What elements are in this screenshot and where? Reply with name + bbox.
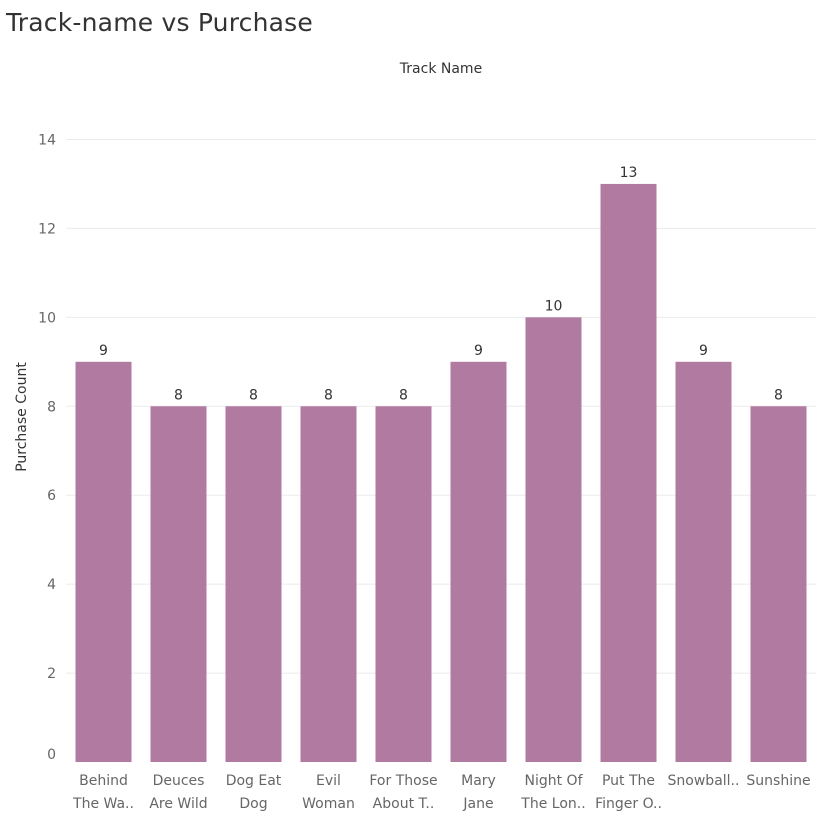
y-tick-label: 2 — [47, 666, 56, 682]
labels: 0 2 4 6 8 10 12 14 9 Behind The Wa.. 8 Deuces Are Wil… — [38, 132, 810, 812]
bars — [75, 183, 807, 762]
x-tick-label: Night Of — [524, 773, 583, 789]
y-tick-label: 6 — [47, 488, 56, 504]
data-label: 9 — [699, 343, 708, 359]
x-tick-label: Jane — [462, 796, 493, 812]
x-tick-label: Put The — [602, 773, 655, 789]
x-tick-label: Are Wild — [149, 796, 207, 812]
bar[interactable] — [375, 406, 432, 762]
x-tick-label: Snowball.. — [668, 773, 740, 789]
x-tick-label: About T.. — [373, 796, 435, 812]
data-label: 8 — [249, 387, 258, 403]
data-label: 8 — [174, 387, 183, 403]
x-tick-label: The Lon.. — [520, 796, 585, 812]
x-tick-label: Evil — [316, 773, 341, 789]
bar[interactable] — [225, 406, 282, 762]
y-tick-label: 10 — [38, 310, 56, 326]
data-label: 10 — [545, 298, 563, 314]
data-label: 8 — [399, 387, 408, 403]
data-label: 9 — [99, 343, 108, 359]
y-tick-label: 8 — [47, 399, 56, 415]
x-tick-label: Dog Eat — [226, 773, 282, 789]
data-label: 13 — [620, 165, 638, 181]
bar[interactable] — [675, 361, 732, 762]
bar[interactable] — [450, 361, 507, 762]
x-tick-label: The Wa.. — [72, 796, 134, 812]
x-axis-title: Track Name — [399, 61, 482, 77]
data-label: 9 — [474, 343, 483, 359]
bar[interactable] — [750, 406, 807, 762]
data-label: 8 — [774, 387, 783, 403]
bar[interactable] — [150, 406, 207, 762]
y-tick-label: 14 — [38, 132, 56, 148]
x-tick-label: Behind — [79, 773, 128, 789]
x-tick-label: Mary — [461, 773, 496, 789]
y-tick-label: 12 — [38, 221, 56, 237]
bar[interactable] — [75, 361, 132, 762]
y-axis-title: Purchase Count — [14, 362, 30, 472]
x-tick-label: Sunshine — [746, 773, 810, 789]
x-tick-label: Woman — [302, 796, 355, 812]
data-label: 8 — [324, 387, 333, 403]
y-tick-label: 0 — [47, 747, 56, 763]
y-tick-label: 4 — [47, 577, 56, 593]
x-tick-label: Dog — [239, 796, 267, 812]
chart-title: Track-name vs Purchase — [6, 8, 313, 37]
bar[interactable] — [525, 317, 582, 762]
x-tick-label: For Those — [369, 773, 437, 789]
x-tick-label: Finger O.. — [595, 796, 662, 812]
bar[interactable] — [600, 183, 657, 762]
bar[interactable] — [300, 406, 357, 762]
x-tick-label: Deuces — [153, 773, 205, 789]
